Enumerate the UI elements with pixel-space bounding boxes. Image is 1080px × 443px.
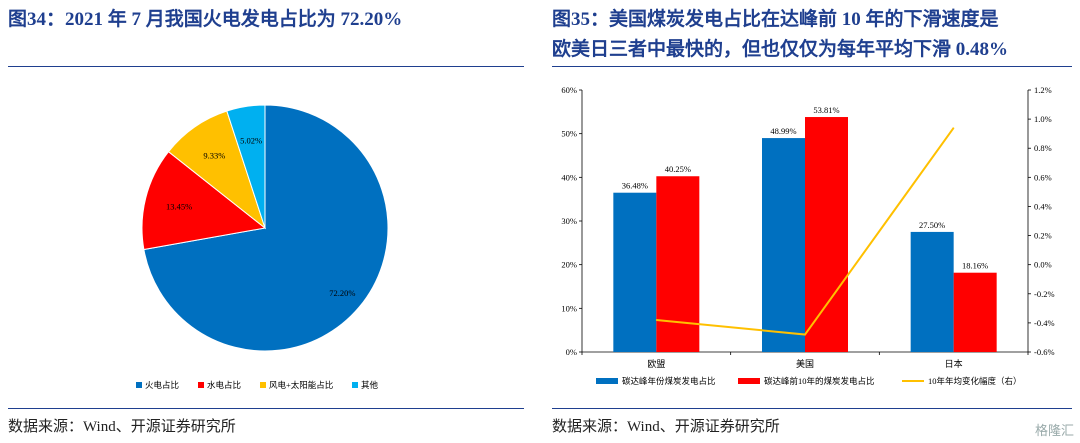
- watermark-logo: 格隆汇: [1034, 423, 1074, 438]
- pie-legend-label-1: 水电占比: [207, 380, 241, 390]
- y-tick-label-right-1: -0.4%: [1034, 318, 1055, 328]
- bar-label-s0-2: 27.50%: [919, 220, 945, 230]
- y-tick-label-left-3: 30%: [561, 216, 577, 226]
- bar-figure-title-line2: 欧美日三者中最快的，但也仅仅为每年平均下滑 0.48%: [552, 39, 1009, 60]
- bar-figure-title-line1: 图35：美国煤炭发电占比在达峰前 10 年的下滑速度是: [552, 9, 999, 30]
- pie-slice-3: [226, 104, 266, 229]
- bar-s1-0: [656, 176, 700, 352]
- y-tick-label-right-5: 0.4%: [1034, 201, 1052, 211]
- pie-legend-label-3: 其他: [361, 380, 379, 390]
- y-tick-label-left-0: 0%: [566, 347, 577, 357]
- bar-label-s0-0: 36.48%: [622, 181, 648, 191]
- pie-source-rule: [8, 408, 524, 409]
- bar-legend-label-2: 10年年均变化幅度（右）: [928, 376, 1022, 386]
- y-tick-label-left-1: 10%: [561, 303, 577, 313]
- pie-source-text: 数据来源：Wind、开源证券研究所: [8, 419, 236, 435]
- bar-source-rule: [552, 408, 1072, 409]
- pie-slice-label-1: 13.45%: [166, 201, 192, 211]
- bar-label-s1-2: 18.16%: [962, 261, 988, 271]
- bar-line-chart: 0% 10% 20% 30% 40% 50% 60% -0.6% -0.4% -0.2% 0.0% 0…: [561, 85, 1055, 386]
- pie-figure-title: 图34：2021 年 7 月我国火电发电占比为 72.20%: [8, 9, 403, 30]
- y-tick-label-right-4: 0.2%: [1034, 231, 1052, 241]
- x-tick-label-1: 美国: [796, 358, 814, 369]
- bar-title-rule: [552, 66, 1072, 67]
- bar-s0-2: [910, 231, 954, 352]
- y-tick-label-right-2: -0.2%: [1034, 289, 1055, 299]
- line-point-2: [953, 127, 955, 129]
- x-tick-label-0: 欧盟: [647, 358, 665, 369]
- y-tick-label-right-8: 1.0%: [1034, 114, 1052, 124]
- pie-slice-1: [141, 150, 267, 251]
- bar-legend-label-0: 碳达峰年份煤炭发电占比: [622, 376, 716, 386]
- y-tick-label-right-6: 0.6%: [1034, 172, 1052, 182]
- bar-s0-0: [613, 192, 657, 352]
- line-point-1: [804, 334, 806, 336]
- bar-legend-swatch-1: [738, 378, 760, 384]
- bar-source-text: 数据来源：Wind、开源证券研究所: [552, 419, 780, 435]
- bar-label-s1-0: 40.25%: [665, 164, 691, 174]
- bar-s0-1: [762, 138, 805, 352]
- line-point-0: [655, 319, 657, 321]
- bar-legend-swatch-0: [596, 378, 618, 384]
- bar-label-s1-1: 53.81%: [813, 105, 839, 115]
- pie-legend-swatch-1: [198, 382, 204, 388]
- y-tick-label-left-2: 20%: [561, 260, 577, 270]
- pie-slice-label-3: 5.02%: [240, 136, 262, 146]
- y-tick-label-left-6: 60%: [561, 85, 577, 95]
- bar-label-s0-1: 48.99%: [770, 126, 796, 136]
- pie-legend-label-0: 火电占比: [145, 380, 179, 390]
- y-tick-label-right-9: 1.2%: [1034, 85, 1052, 95]
- y-tick-label-right-7: 0.8%: [1034, 143, 1052, 153]
- y-tick-label-left-5: 50%: [561, 129, 577, 139]
- y-tick-label-right-3: 0.0%: [1034, 260, 1052, 270]
- x-tick-label-2: 日本: [945, 358, 963, 369]
- bar-s1-1: [805, 117, 848, 352]
- pie-title-rule: [8, 66, 524, 67]
- y-tick-label-right-0: -0.6%: [1034, 347, 1055, 357]
- pie-legend-swatch-0: [136, 382, 142, 388]
- pie-slice-label-0: 72.20%: [329, 288, 355, 298]
- pie-chart: 72.20% 13.45% 9.33% 5.02% 火电占比 水电占比 风电+太阳能占比 其他: [136, 104, 389, 390]
- pie-legend-swatch-3: [352, 382, 358, 388]
- pie-legend-label-2: 风电+太阳能占比: [269, 380, 333, 390]
- pie-slice-label-2: 9.33%: [203, 150, 225, 160]
- pie-legend-swatch-2: [260, 382, 266, 388]
- pie-slice-0: [143, 104, 389, 352]
- bar-s1-2: [953, 272, 997, 352]
- y-tick-label-left-4: 40%: [561, 172, 577, 182]
- bar-legend-label-1: 碳达峰前10年的煤炭发电占比: [764, 376, 875, 386]
